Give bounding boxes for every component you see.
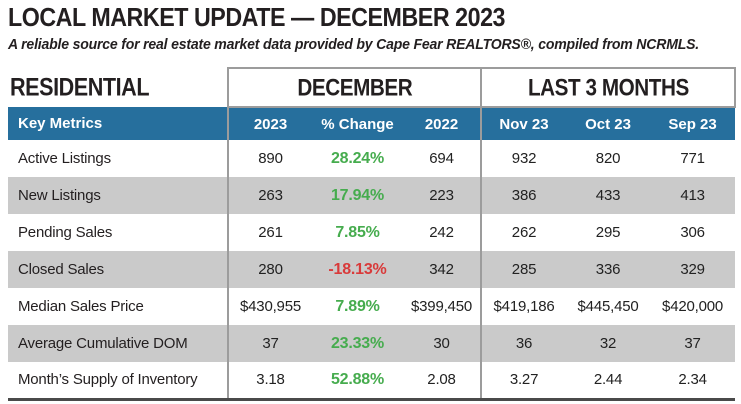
value-2022: 2.08	[427, 371, 456, 389]
table-row-months-supply-of-inventory: Month’s Supply of Inventory 3.18 52.88% …	[8, 362, 736, 399]
column-header-2023: 2023	[227, 107, 312, 140]
value-pct-change: 28.24%	[330, 149, 385, 167]
value-nov-23: 262	[480, 214, 567, 251]
column-header-row: Key Metrics 2023 % Change 2022 Nov 23 Oc…	[8, 107, 736, 140]
value-2022: 694	[429, 150, 454, 167]
value-oct-23: 295	[595, 224, 621, 241]
row-label: New Listings	[18, 187, 101, 204]
value-sep-23: 413	[680, 187, 705, 204]
value-2023: $430,955	[227, 288, 312, 325]
table-row-average-cumulative-dom: Average Cumulative DOM 37 23.33% 30 36 3…	[8, 325, 736, 362]
value-nov-23: 386	[480, 177, 567, 214]
value-sep-23: 329	[680, 261, 705, 278]
value-oct-23: 32	[599, 335, 617, 352]
column-header-nov-23: Nov 23	[480, 107, 567, 140]
table-row-closed-sales: Closed Sales 280 -18.13% 342 285 336 329	[8, 251, 736, 288]
column-header-sep-23: Sep 23	[650, 107, 736, 140]
value-pct-change: -18.13%	[328, 260, 387, 278]
value-nov-23: 3.27	[480, 362, 567, 399]
value-pct-change: 52.88%	[330, 370, 385, 388]
value-2023: 261	[227, 214, 312, 251]
value-2023: 280	[227, 251, 312, 288]
row-label: Active Listings	[18, 150, 111, 167]
group-header-december: DECEMBER	[226, 67, 483, 108]
row-label: Median Sales Price	[18, 298, 144, 315]
table-row-median-sales-price: Median Sales Price $430,955 7.89% $399,4…	[8, 288, 736, 325]
value-pct-change: 23.33%	[330, 334, 385, 352]
value-2022: 30	[433, 335, 450, 352]
value-2023: 3.18	[227, 362, 312, 399]
row-label: Closed Sales	[18, 261, 104, 278]
column-header-oct-23: Oct 23	[566, 107, 651, 140]
column-header-key-metrics: Key Metrics	[8, 107, 228, 140]
value-sep-23: 771	[680, 150, 705, 167]
value-sep-23: 306	[680, 224, 705, 241]
group-header-row: RESIDENTIAL DECEMBER LAST 3 MONTHS	[8, 67, 737, 108]
page-subtitle: A reliable source for real estate market…	[8, 37, 700, 53]
value-sep-23: 37	[684, 335, 701, 352]
market-metrics-table: RESIDENTIAL DECEMBER LAST 3 MONTHS Key M…	[8, 67, 737, 401]
value-oct-23: $445,450	[577, 298, 639, 315]
value-sep-23: $420,000	[662, 298, 724, 315]
value-2022: $399,450	[411, 298, 472, 315]
value-oct-23: 433	[595, 187, 621, 204]
table-row-pending-sales: Pending Sales 261 7.85% 242 262 295 306	[8, 214, 736, 251]
table-row-new-listings: New Listings 263 17.94% 223 386 433 413	[8, 177, 736, 214]
column-header-pct-change: % Change	[312, 107, 403, 140]
value-oct-23: 820	[595, 150, 621, 167]
value-oct-23: 336	[595, 261, 621, 278]
value-2022: 223	[429, 187, 454, 204]
row-label: Average Cumulative DOM	[18, 335, 188, 352]
value-2023: 263	[227, 177, 312, 214]
column-header-2022: 2022	[403, 107, 482, 140]
value-2023: 37	[227, 325, 312, 362]
value-2022: 242	[429, 224, 454, 241]
value-nov-23: 36	[480, 325, 567, 362]
row-label: Month’s Supply of Inventory	[18, 371, 198, 389]
value-sep-23: 2.34	[678, 371, 707, 389]
row-label: Pending Sales	[18, 224, 113, 241]
value-pct-change: 7.89%	[335, 297, 380, 315]
group-header-last-3-months: LAST 3 MONTHS	[480, 67, 737, 108]
value-oct-23: 2.44	[593, 371, 623, 389]
value-pct-change: 7.85%	[335, 223, 380, 241]
value-nov-23: 285	[480, 251, 567, 288]
table-row-active-listings: Active Listings 890 28.24% 694 932 820 7…	[8, 140, 736, 177]
local-market-update-report: LOCAL MARKET UPDATE — DECEMBER 2023 A re…	[0, 3, 741, 404]
value-pct-change: 17.94%	[330, 186, 385, 204]
value-2022: 342	[429, 261, 454, 278]
page-title: LOCAL MARKET UPDATE — DECEMBER 2023	[8, 3, 506, 33]
section-title-residential: RESIDENTIAL	[8, 68, 228, 107]
value-nov-23: $419,186	[480, 288, 567, 325]
value-2023: 890	[227, 140, 312, 177]
value-nov-23: 932	[480, 140, 567, 177]
